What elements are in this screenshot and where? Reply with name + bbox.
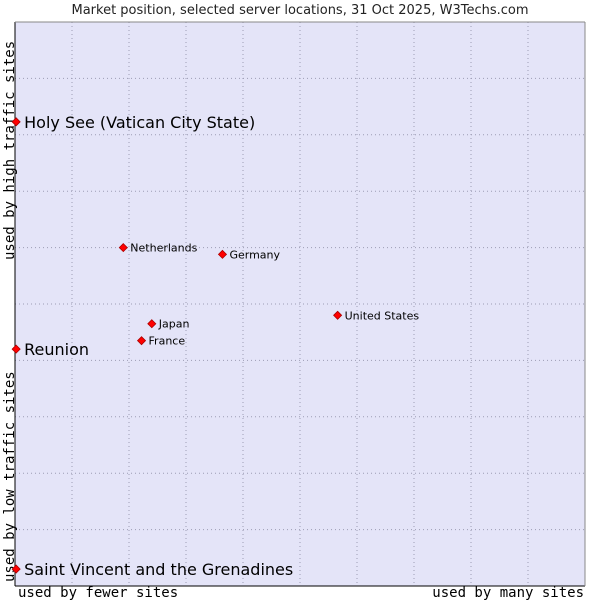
point-germany <box>217 249 228 259</box>
chart-title: Market position, selected server locatio… <box>71 3 528 18</box>
y-axis-label-top: used by high traffic sites <box>2 41 18 260</box>
x-axis-label-left: used by fewer sites <box>18 585 178 600</box>
point-label-japan: Japan <box>158 318 190 331</box>
point-reunion <box>11 344 21 354</box>
point-label-holy-see-vatican-city-state: Holy See (Vatican City State) <box>24 113 255 132</box>
point-label-saint-vincent-and-the-grenadines: Saint Vincent and the Grenadines <box>24 560 293 579</box>
point-label-netherlands: Netherlands <box>130 242 197 255</box>
point-saint-vincent-and-the-grenadines <box>11 564 21 574</box>
point-united-states <box>333 310 343 320</box>
point-holy-see-vatican-city-state <box>11 117 21 127</box>
grid-lines <box>15 22 585 586</box>
x-axis-label-right: used by many sites <box>432 585 584 600</box>
point-label-germany: Germany <box>229 248 280 261</box>
point-netherlands <box>118 243 128 253</box>
point-label-france: France <box>149 335 186 348</box>
y-axis-label-bottom: used by low traffic sites <box>2 371 18 582</box>
point-japan <box>147 319 157 329</box>
point-france <box>136 336 147 346</box>
point-label-reunion: Reunion <box>24 340 89 359</box>
data-points: Holy See (Vatican City State) Netherlands… <box>11 113 420 579</box>
point-label-united-states: United States <box>345 309 420 322</box>
